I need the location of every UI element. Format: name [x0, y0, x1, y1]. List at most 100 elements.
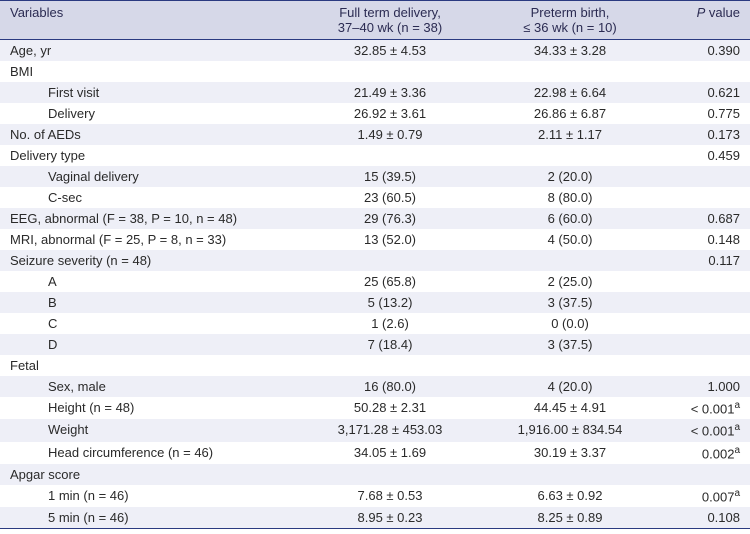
row-fullterm: 50.28 ± 2.31 [300, 397, 480, 419]
row-preterm: 30.19 ± 3.37 [480, 442, 660, 464]
row-label-text: Seizure severity (n = 48) [10, 253, 151, 268]
table-row: Sex, male16 (80.0)4 (20.0)1.000 [0, 376, 750, 397]
row-preterm: 8 (80.0) [480, 187, 660, 208]
row-label: Sex, male [0, 376, 300, 397]
row-label: Delivery type [0, 145, 300, 166]
row-label-text: Fetal [10, 358, 39, 373]
row-preterm: 4 (20.0) [480, 376, 660, 397]
row-label: Delivery [0, 103, 300, 124]
row-fullterm: 7 (18.4) [300, 334, 480, 355]
row-preterm: 44.45 ± 4.91 [480, 397, 660, 419]
row-label-text: Head circumference (n = 46) [10, 445, 213, 460]
row-pvalue-sup: a [734, 400, 740, 411]
row-pvalue: 0.459 [660, 145, 750, 166]
table-row: EEG, abnormal (F = 38, P = 10, n = 48)29… [0, 208, 750, 229]
row-label: Vaginal delivery [0, 166, 300, 187]
row-label-text: Vaginal delivery [10, 169, 139, 184]
table-row: Delivery type 0.459 [0, 145, 750, 166]
row-fullterm [300, 250, 480, 271]
row-label-text: Apgar score [10, 467, 80, 482]
table-row: Fetal [0, 355, 750, 376]
row-fullterm: 1 (2.6) [300, 313, 480, 334]
header-preterm-line1: Preterm birth, [531, 5, 610, 20]
row-fullterm: 5 (13.2) [300, 292, 480, 313]
table-row: Height (n = 48) 50.28 ± 2.3144.45 ± 4.91<… [0, 397, 750, 419]
row-fullterm: 32.85 ± 4.53 [300, 40, 480, 62]
row-label: C-sec [0, 187, 300, 208]
header-fullterm-line2: 37–40 wk (n = 38) [338, 20, 442, 35]
table-row: Delivery26.92 ± 3.6126.86 ± 6.870.775 [0, 103, 750, 124]
table-row: No. of AEDs1.49 ± 0.792.11 ± 1.170.173 [0, 124, 750, 145]
row-label: B [0, 292, 300, 313]
row-pvalue [660, 292, 750, 313]
row-pvalue-sup: a [734, 422, 740, 433]
header-pvalue-p: P [697, 5, 706, 20]
row-pvalue [660, 61, 750, 82]
table-row: Head circumference (n = 46) 34.05 ± 1.693… [0, 442, 750, 464]
row-label-text: First visit [10, 85, 99, 100]
row-pvalue: < 0.001a [660, 397, 750, 419]
data-table: Variables Full term delivery, 37–40 wk (… [0, 0, 750, 529]
row-fullterm: 16 (80.0) [300, 376, 480, 397]
row-label: 5 min (n = 46) [0, 507, 300, 529]
header-pvalue: P value [660, 1, 750, 40]
row-pvalue [660, 355, 750, 376]
row-label: A [0, 271, 300, 292]
table-row: C-sec23 (60.5)8 (80.0) [0, 187, 750, 208]
row-label-text: EEG, abnormal (F = 38, P = 10, n = 48) [10, 211, 237, 226]
row-label-text: MRI, abnormal (F = 25, P = 8, n = 33) [10, 232, 226, 247]
row-label: Seizure severity (n = 48) [0, 250, 300, 271]
table-row: C1 (2.6)0 (0.0) [0, 313, 750, 334]
row-pvalue: 0.775 [660, 103, 750, 124]
row-label-text: Weight [10, 422, 88, 437]
row-fullterm: 7.68 ± 0.53 [300, 485, 480, 507]
row-preterm: 3 (37.5) [480, 292, 660, 313]
row-fullterm: 15 (39.5) [300, 166, 480, 187]
row-pvalue: < 0.001a [660, 419, 750, 441]
row-pvalue: 0.007a [660, 485, 750, 507]
row-label: First visit [0, 82, 300, 103]
row-pvalue: 0.173 [660, 124, 750, 145]
table-row: Vaginal delivery 15 (39.5)2 (20.0) [0, 166, 750, 187]
row-fullterm: 26.92 ± 3.61 [300, 103, 480, 124]
table-container: Variables Full term delivery, 37–40 wk (… [0, 0, 750, 529]
row-preterm: 6.63 ± 0.92 [480, 485, 660, 507]
row-fullterm: 13 (52.0) [300, 229, 480, 250]
row-preterm: 2 (20.0) [480, 166, 660, 187]
row-label-text: 5 min (n = 46) [10, 510, 129, 525]
row-label: D [0, 334, 300, 355]
row-fullterm: 34.05 ± 1.69 [300, 442, 480, 464]
header-variables: Variables [0, 1, 300, 40]
row-fullterm [300, 145, 480, 166]
table-row: Weight3,171.28 ± 453.031,916.00 ± 834.54… [0, 419, 750, 441]
row-fullterm: 1.49 ± 0.79 [300, 124, 480, 145]
table-row: 5 min (n = 46)8.95 ± 0.238.25 ± 0.890.10… [0, 507, 750, 529]
row-label-text: Height (n = 48) [10, 400, 134, 415]
row-preterm: 6 (60.0) [480, 208, 660, 229]
table-row: 1 min (n = 46)7.68 ± 0.536.63 ± 0.920.00… [0, 485, 750, 507]
header-preterm: Preterm birth, ≤ 36 wk (n = 10) [480, 1, 660, 40]
table-row: MRI, abnormal (F = 25, P = 8, n = 33) 13 … [0, 229, 750, 250]
row-preterm: 8.25 ± 0.89 [480, 507, 660, 529]
row-preterm [480, 464, 660, 485]
table-row: BMI [0, 61, 750, 82]
table-row: Age, yr32.85 ± 4.5334.33 ± 3.280.390 [0, 40, 750, 62]
row-preterm: 2 (25.0) [480, 271, 660, 292]
row-label: 1 min (n = 46) [0, 485, 300, 507]
table-body: Age, yr32.85 ± 4.5334.33 ± 3.280.390BMI F… [0, 40, 750, 529]
row-label-text: No. of AEDs [10, 127, 81, 142]
row-pvalue-sup: a [734, 488, 740, 499]
table-row: Seizure severity (n = 48)0.117 [0, 250, 750, 271]
row-fullterm [300, 464, 480, 485]
row-pvalue [660, 334, 750, 355]
table-row: D7 (18.4)3 (37.5) [0, 334, 750, 355]
row-pvalue: 0.390 [660, 40, 750, 62]
row-preterm: 26.86 ± 6.87 [480, 103, 660, 124]
header-preterm-line2: ≤ 36 wk (n = 10) [523, 20, 616, 35]
row-pvalue [660, 271, 750, 292]
row-fullterm: 21.49 ± 3.36 [300, 82, 480, 103]
row-label-text: C [10, 316, 57, 331]
row-label: Apgar score [0, 464, 300, 485]
row-label-text: D [10, 337, 57, 352]
row-fullterm: 23 (60.5) [300, 187, 480, 208]
